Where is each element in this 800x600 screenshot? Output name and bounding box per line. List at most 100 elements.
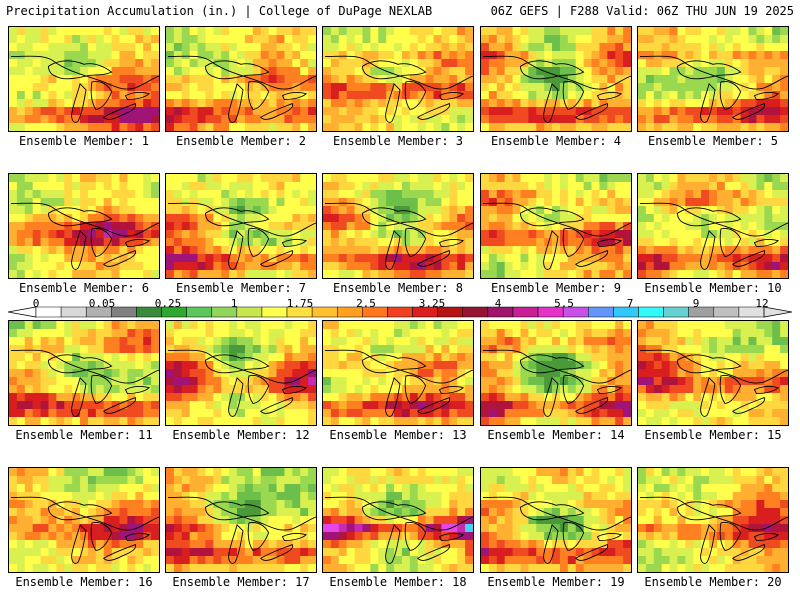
precipitation-field — [323, 174, 473, 278]
ensemble-member-map — [8, 26, 160, 132]
precipitation-field — [638, 27, 788, 131]
precipitation-field — [323, 468, 473, 572]
ensemble-member-map — [8, 173, 160, 279]
great-lakes-outline — [10, 496, 159, 564]
ensemble-member-map — [637, 467, 789, 573]
ensemble-member-map — [480, 173, 632, 279]
ensemble-member-map — [322, 320, 474, 426]
colorbar-swatch — [236, 306, 263, 318]
colorbar-tick-label: 2.5 — [356, 297, 376, 310]
great-lakes-outline — [324, 496, 473, 564]
colorbar-swatch — [35, 306, 62, 318]
precipitation-field — [166, 321, 316, 425]
ensemble-member-map — [165, 320, 317, 426]
precipitation-field — [638, 468, 788, 572]
precipitation-field — [638, 321, 788, 425]
colorbar-tick-label: 1.75 — [286, 297, 314, 310]
precipitation-field — [9, 468, 159, 572]
colorbar-tick-label: 4 — [494, 297, 502, 310]
colorbar-tick-label: 0 — [32, 297, 40, 310]
ensemble-member-label: Ensemble Member: 19 — [487, 575, 625, 589]
great-lakes-outline — [639, 349, 788, 417]
colorbar-tick-label: 1 — [230, 297, 238, 310]
model-run-info: 06Z GEFS | F288 Valid: 06Z THU JUN 19 20… — [490, 4, 794, 18]
great-lakes-outline — [167, 349, 316, 417]
colorbar-swatch — [512, 306, 539, 318]
ensemble-member-label: Ensemble Member: 18 — [329, 575, 467, 589]
colorbar-tick-label: 0.25 — [154, 297, 182, 310]
great-lakes-outline — [324, 202, 473, 270]
colorbar-swatch — [713, 306, 740, 318]
colorbar-swatch — [588, 306, 614, 318]
ensemble-member-map — [480, 320, 632, 426]
ensemble-member-label: Ensemble Member: 14 — [487, 428, 625, 442]
ensemble-member-label: Ensemble Member: 15 — [644, 428, 782, 442]
ensemble-member-map — [637, 26, 789, 132]
great-lakes-outline — [324, 349, 473, 417]
precipitation-field — [638, 174, 788, 278]
precipitation-field — [481, 27, 631, 131]
chart-title: Precipitation Accumulation (in.) | Colle… — [6, 4, 433, 18]
ensemble-member-label: Ensemble Member: 8 — [332, 281, 464, 295]
precipitation-field — [481, 468, 631, 572]
precipitation-field — [323, 27, 473, 131]
colorbar-tick-label: 9 — [692, 297, 700, 310]
great-lakes-outline — [482, 55, 631, 123]
ensemble-member-map — [480, 467, 632, 573]
great-lakes-outline — [639, 202, 788, 270]
colorbar-right-arrow — [763, 306, 792, 318]
ensemble-member-label: Ensemble Member: 3 — [332, 134, 464, 148]
ensemble-member-map — [637, 173, 789, 279]
ensemble-member-map — [165, 467, 317, 573]
ensemble-member-map — [165, 26, 317, 132]
precipitation-field — [9, 174, 159, 278]
precipitation-field — [481, 174, 631, 278]
great-lakes-outline — [167, 202, 316, 270]
great-lakes-outline — [167, 496, 316, 564]
colorbar-swatch — [311, 306, 338, 318]
ensemble-member-label: Ensemble Member: 12 — [172, 428, 310, 442]
great-lakes-outline — [482, 496, 631, 564]
great-lakes-outline — [639, 496, 788, 564]
colorbar-tick-label: 12 — [755, 297, 769, 310]
colorbar-tick-label: 7 — [626, 297, 634, 310]
great-lakes-outline — [10, 55, 159, 123]
ensemble-member-map — [322, 467, 474, 573]
ensemble-member-label: Ensemble Member: 20 — [644, 575, 782, 589]
ensemble-member-label: Ensemble Member: 2 — [175, 134, 307, 148]
colorbar-swatch — [261, 306, 288, 318]
great-lakes-outline — [167, 55, 316, 123]
great-lakes-outline — [482, 349, 631, 417]
colorbar-swatch — [663, 306, 689, 318]
ensemble-member-label: Ensemble Member: 16 — [15, 575, 153, 589]
ensemble-member-label: Ensemble Member: 13 — [329, 428, 467, 442]
ensemble-member-label: Ensemble Member: 7 — [175, 281, 307, 295]
colorbar-swatch — [638, 306, 664, 318]
precipitation-colorbar — [8, 306, 792, 318]
ensemble-member-map — [8, 320, 160, 426]
colorbar-swatch — [186, 306, 212, 318]
colorbar-tick-label: 0.05 — [88, 297, 116, 310]
colorbar-swatch — [60, 306, 87, 318]
ensemble-member-label: Ensemble Member: 11 — [15, 428, 153, 442]
ensemble-member-map — [480, 26, 632, 132]
colorbar-swatch — [462, 306, 489, 318]
ensemble-member-label: Ensemble Member: 5 — [647, 134, 779, 148]
colorbar-tick-label: 5.5 — [554, 297, 574, 310]
great-lakes-outline — [482, 202, 631, 270]
ensemble-member-label: Ensemble Member: 10 — [644, 281, 782, 295]
great-lakes-outline — [324, 55, 473, 123]
colorbar-swatch — [387, 306, 413, 318]
ensemble-member-label: Ensemble Member: 9 — [490, 281, 622, 295]
great-lakes-outline — [10, 202, 159, 270]
precipitation-field — [9, 321, 159, 425]
ensemble-member-map — [322, 173, 474, 279]
ensemble-member-map — [8, 467, 160, 573]
great-lakes-outline — [10, 349, 159, 417]
ensemble-member-label: Ensemble Member: 1 — [18, 134, 150, 148]
precipitation-field — [481, 321, 631, 425]
ensemble-member-label: Ensemble Member: 4 — [490, 134, 622, 148]
precipitation-field — [166, 174, 316, 278]
ensemble-member-label: Ensemble Member: 17 — [172, 575, 310, 589]
precipitation-field — [166, 27, 316, 131]
